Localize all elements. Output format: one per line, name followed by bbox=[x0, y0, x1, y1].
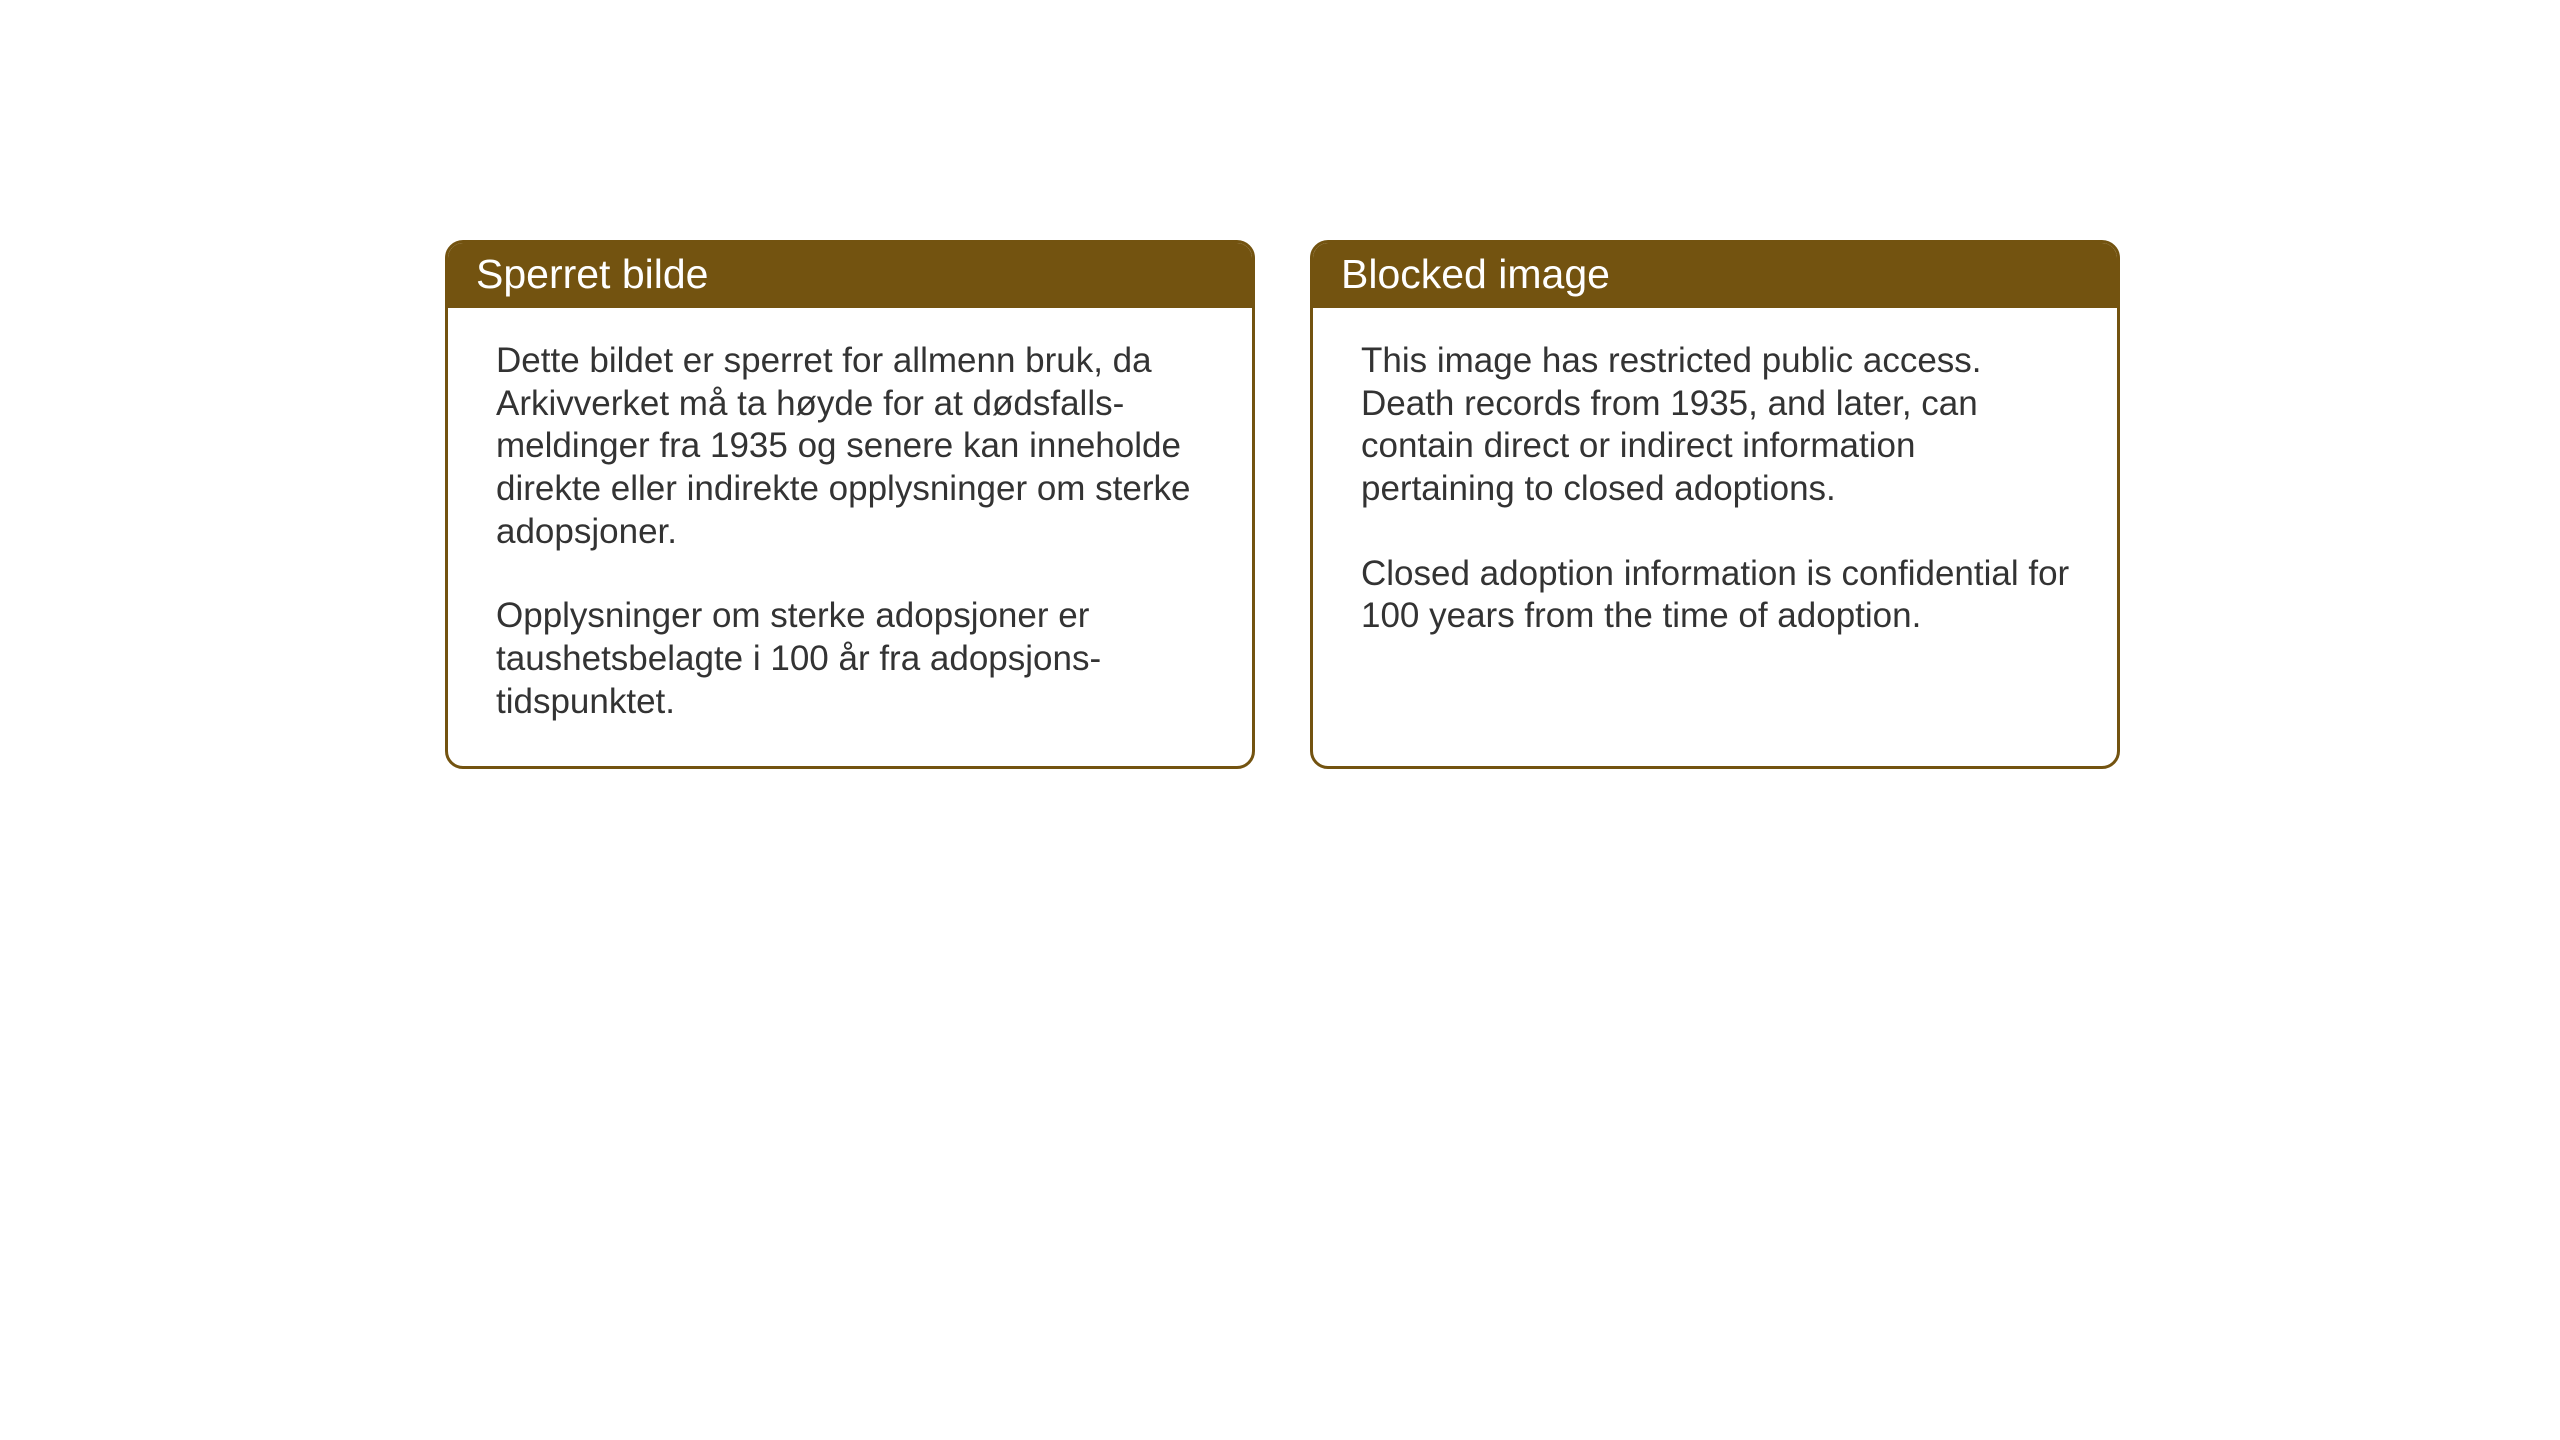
notice-header-english: Blocked image bbox=[1313, 243, 2117, 308]
notice-body-norwegian: Dette bildet er sperret for allmenn bruk… bbox=[448, 308, 1252, 766]
notice-card-english: Blocked image This image has restricted … bbox=[1310, 240, 2120, 769]
notice-title-norwegian: Sperret bilde bbox=[476, 251, 708, 297]
notice-header-norwegian: Sperret bilde bbox=[448, 243, 1252, 308]
notice-paragraph-1-norwegian: Dette bildet er sperret for allmenn bruk… bbox=[496, 340, 1210, 553]
notice-paragraph-2-norwegian: Opplysninger om sterke adopsjoner er tau… bbox=[496, 595, 1210, 723]
notice-card-norwegian: Sperret bilde Dette bildet er sperret fo… bbox=[445, 240, 1255, 769]
notice-paragraph-2-english: Closed adoption information is confident… bbox=[1361, 553, 2075, 638]
notice-paragraph-1-english: This image has restricted public access.… bbox=[1361, 340, 2075, 511]
notice-body-english: This image has restricted public access.… bbox=[1313, 308, 2117, 680]
notice-title-english: Blocked image bbox=[1341, 251, 1610, 297]
notice-container: Sperret bilde Dette bildet er sperret fo… bbox=[445, 240, 2120, 769]
